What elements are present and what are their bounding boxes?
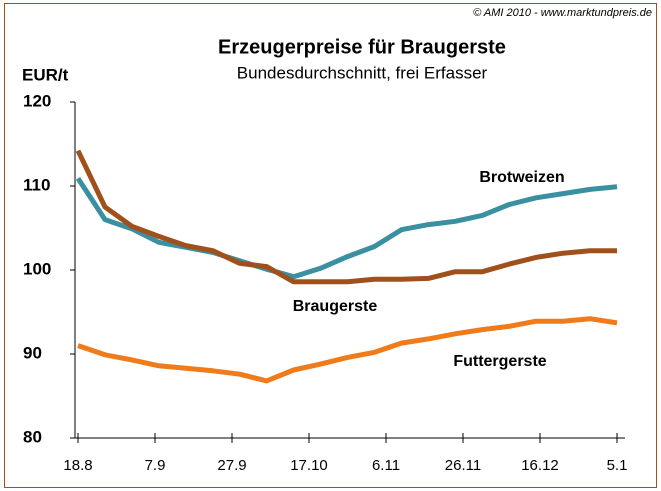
x-tick-label: 26.11 <box>445 457 481 474</box>
series-line <box>77 316 618 384</box>
series-label: Futtergerste <box>453 353 546 370</box>
frame <box>4 3 657 488</box>
chart-title: Erzeugerpreise für Braugerste <box>218 36 506 58</box>
y-tick-label: 110 <box>23 175 50 194</box>
y-tick-label: 100 <box>23 259 51 278</box>
y-tick-label: 90 <box>23 343 42 362</box>
source: © AMI 2010 - www.marktundpreis.de <box>473 7 652 19</box>
x-tick-label: 7.9 <box>145 457 166 474</box>
x-tick-label: 17.10 <box>290 457 328 474</box>
series-label: Braugerste <box>293 298 378 315</box>
x-tick-label: 16.12 <box>521 457 559 474</box>
y-axis-label: EUR/t <box>22 65 69 84</box>
x-tick-label: 5.1 <box>607 457 628 474</box>
chart-subtitle: Bundesdurchschnitt, frei Erfasser <box>237 63 488 82</box>
x-tick-label: 18.8 <box>63 457 92 474</box>
y-tick-label: 120 <box>23 91 51 110</box>
x-tick-label: 6.11 <box>372 457 400 474</box>
series-line <box>75 149 617 285</box>
y-tick-label: 80 <box>23 427 42 446</box>
x-tick-label: 27.9 <box>217 457 246 474</box>
series-label: Brotweizen <box>479 169 564 186</box>
series-line <box>75 177 618 280</box>
